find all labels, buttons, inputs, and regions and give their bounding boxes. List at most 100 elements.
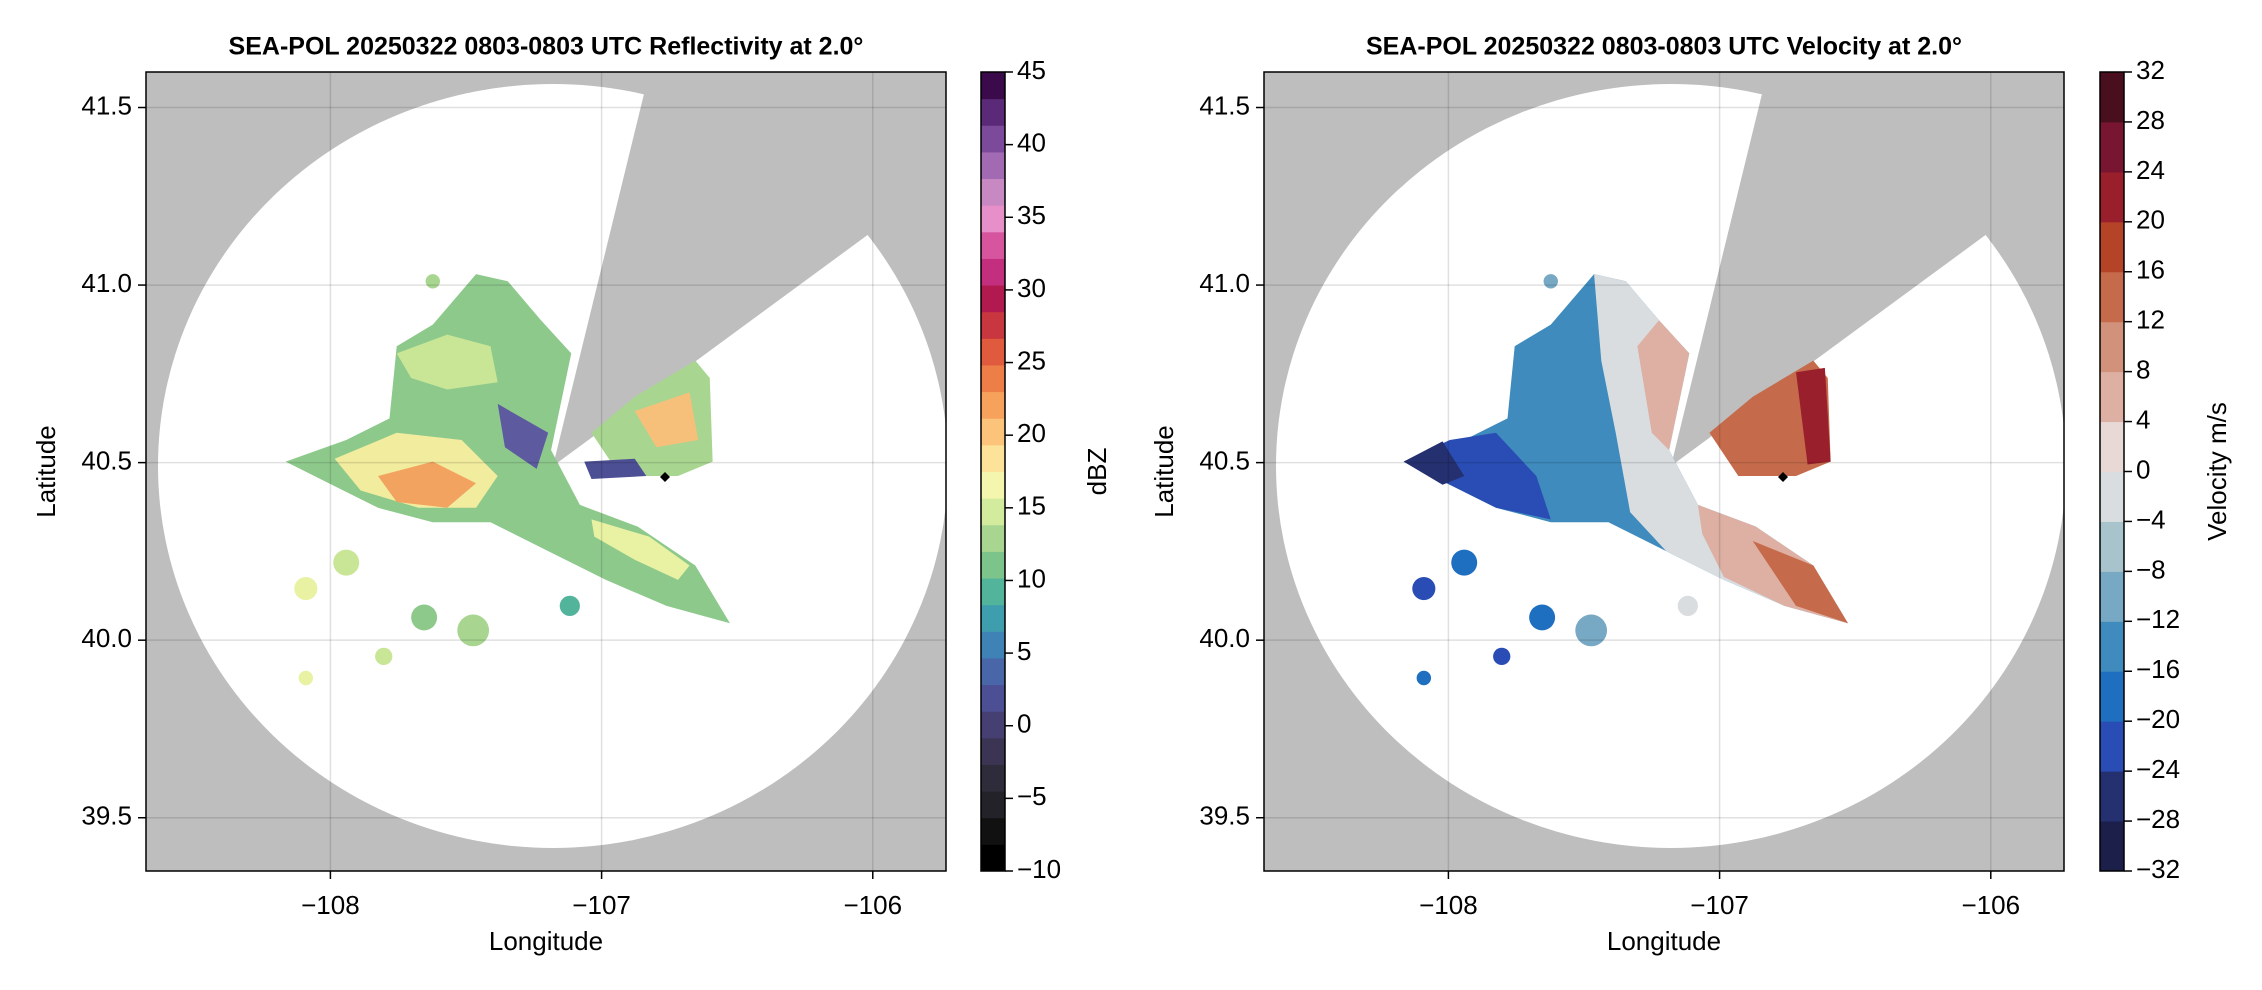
colorbar-tick-label: 28 xyxy=(2136,105,2165,135)
colorbar-tick-label: −32 xyxy=(2136,854,2180,884)
colorbar-level xyxy=(981,631,1005,659)
colorbar-level xyxy=(981,684,1005,712)
colorbar-level xyxy=(981,338,1005,366)
colorbar-tick-label: 35 xyxy=(1017,200,1046,230)
colorbar-level xyxy=(981,737,1005,765)
blocked-sector xyxy=(1671,72,2064,466)
chart-title: SEA-POL 20250322 0803-0803 UTC Reflectiv… xyxy=(229,33,864,61)
y-tick-label: 41.0 xyxy=(1199,268,1250,298)
colorbar-level xyxy=(2100,271,2124,323)
colorbar-level xyxy=(981,258,1005,286)
y-tick-label: 39.5 xyxy=(81,801,132,831)
x-tick-label: −107 xyxy=(572,890,631,920)
radar-site xyxy=(1778,472,1788,482)
colorbar-level xyxy=(981,125,1005,153)
colorbar-tick-label: −20 xyxy=(2136,704,2180,734)
y-tick-label: 40.5 xyxy=(81,445,132,475)
colorbar-level xyxy=(2100,421,2124,472)
colorbar-tick-label: −8 xyxy=(2136,554,2166,584)
x-tick-label: −108 xyxy=(1419,890,1478,920)
colorbar-level xyxy=(2100,621,2124,672)
colorbar-level xyxy=(981,391,1005,419)
colorbar-tick-label: 20 xyxy=(2136,205,2165,235)
colorbar-level xyxy=(2100,72,2124,123)
colorbar-label: Velocity m/s xyxy=(2202,402,2232,541)
colorbar-tick-label: 5 xyxy=(1017,636,1031,666)
colorbar-level xyxy=(2100,221,2124,273)
colorbar-tick-label: 30 xyxy=(1017,273,1046,303)
colorbar-level xyxy=(981,551,1005,579)
radar-echoes xyxy=(285,274,730,686)
colorbar-level xyxy=(2100,571,2124,622)
colorbar-level xyxy=(2100,171,2124,223)
colorbar-level xyxy=(981,418,1005,446)
colorbar-level xyxy=(981,524,1005,552)
colorbar-level xyxy=(981,817,1005,845)
colorbar-tick-label: 4 xyxy=(2136,404,2150,434)
y-tick-label: 40.0 xyxy=(81,623,132,653)
y-axis-label: Latitude xyxy=(1149,425,1179,518)
x-tick-label: −106 xyxy=(1961,890,2020,920)
y-tick-label: 41.5 xyxy=(1199,90,1250,120)
colorbar-level xyxy=(2100,771,2124,822)
colorbar-tick-label: 0 xyxy=(1017,709,1031,739)
x-axis-label: Longitude xyxy=(489,926,603,956)
radar-panel-reflectivity xyxy=(146,72,946,871)
colorbar-level xyxy=(2100,321,2124,373)
colorbar-level xyxy=(2100,121,2124,173)
blocked-sector xyxy=(553,72,946,466)
colorbar-label: dBZ xyxy=(1082,448,1112,496)
radar-site xyxy=(660,472,670,482)
colorbar-level xyxy=(981,178,1005,206)
colorbar-level xyxy=(981,98,1005,126)
colorbar-level xyxy=(981,764,1005,792)
plot-frame xyxy=(145,71,947,872)
colorbar-level xyxy=(2100,821,2124,872)
colorbar-tick-label: −12 xyxy=(2136,604,2180,634)
colorbar-tick-label: 16 xyxy=(2136,255,2165,285)
colorbar-level xyxy=(981,844,1005,872)
chart-title: SEA-POL 20250322 0803-0803 UTC Velocity … xyxy=(1366,33,1962,61)
colorbar-level xyxy=(2100,671,2124,722)
radar-panel-velocity xyxy=(1264,72,2064,871)
colorbar-level xyxy=(981,231,1005,259)
colorbar-level xyxy=(981,311,1005,339)
colorbar-level xyxy=(981,151,1005,180)
colorbar-level xyxy=(981,72,1005,100)
colorbar-level xyxy=(981,604,1005,632)
colorbar-tick-label: −24 xyxy=(2136,754,2180,784)
colorbar-tick-label: 20 xyxy=(1017,418,1046,448)
colorbar-tick-label: 32 xyxy=(2136,55,2165,85)
y-tick-label: 39.5 xyxy=(1199,801,1250,831)
colorbar-tick-label: −28 xyxy=(2136,804,2180,834)
y-tick-label: 41.5 xyxy=(81,90,132,120)
y-tick-label: 40.0 xyxy=(1199,623,1250,653)
colorbar-level xyxy=(981,711,1005,739)
x-tick-label: −107 xyxy=(1690,890,1749,920)
colorbar-tick-label: −10 xyxy=(1017,854,1061,884)
colorbar-level xyxy=(2100,371,2124,423)
y-axis-label: Latitude xyxy=(31,425,61,518)
colorbar-tick-label: −5 xyxy=(1017,781,1047,811)
colorbar-level xyxy=(981,364,1005,393)
colorbar-frame xyxy=(980,71,1006,872)
colorbar-tick-label: 25 xyxy=(1017,345,1046,375)
plot-frame xyxy=(1263,71,2065,872)
y-tick-label: 41.0 xyxy=(81,268,132,298)
colorbar-tick-label: 0 xyxy=(2136,454,2150,484)
colorbar-tick-label: 8 xyxy=(2136,355,2150,385)
colorbar-level xyxy=(981,205,1005,233)
colorbar-tick-label: 10 xyxy=(1017,563,1046,593)
colorbar-level xyxy=(981,791,1005,819)
colorbar-tick-label: 40 xyxy=(1017,128,1046,158)
y-tick-label: 40.5 xyxy=(1199,445,1250,475)
colorbar-level xyxy=(981,444,1005,472)
colorbar-level xyxy=(2100,471,2124,522)
colorbar-tick-label: 24 xyxy=(2136,155,2165,185)
colorbar-tick-label: −4 xyxy=(2136,504,2166,534)
colorbar-tick-label: 12 xyxy=(2136,305,2165,335)
colorbar-tick-label: 15 xyxy=(1017,491,1046,521)
x-axis-label: Longitude xyxy=(1607,926,1721,956)
x-tick-label: −106 xyxy=(843,890,902,920)
